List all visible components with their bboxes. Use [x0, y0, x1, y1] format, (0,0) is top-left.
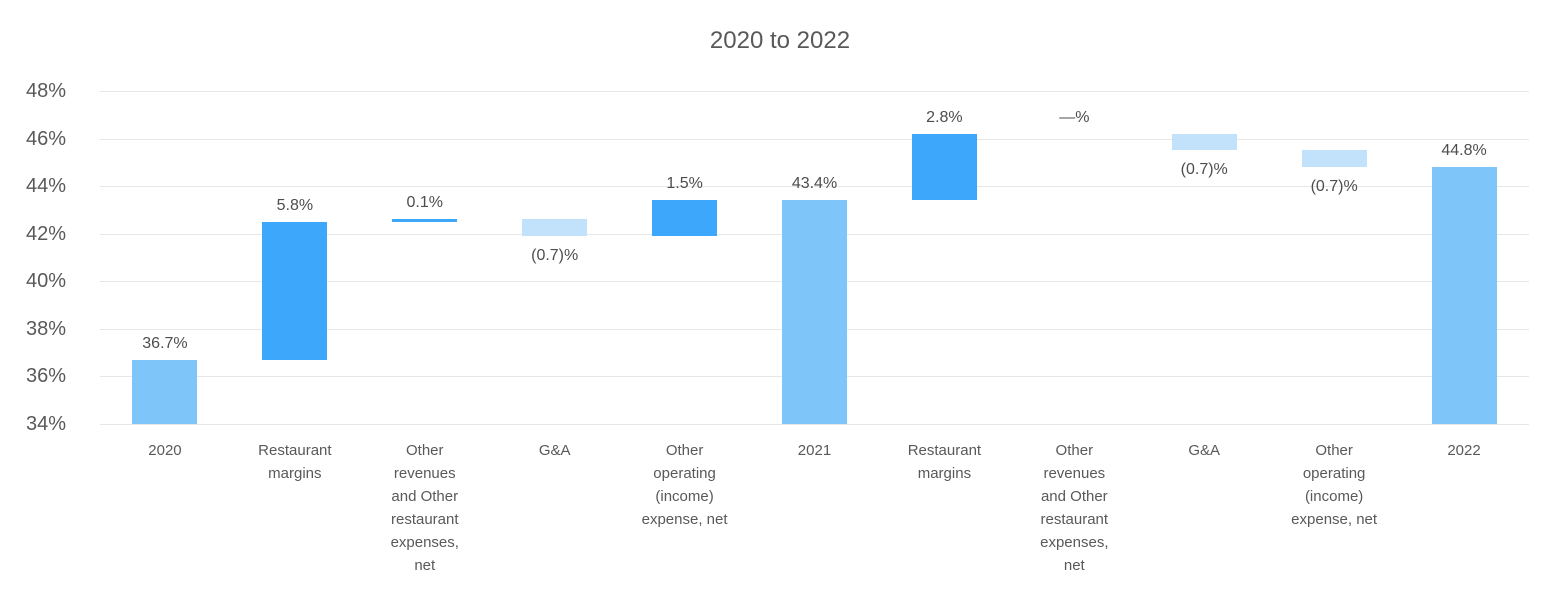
value-label: 5.8%	[276, 196, 314, 214]
category-label-line: restaurant	[390, 511, 459, 528]
gridline	[100, 138, 1529, 140]
category-label-line: 2021	[797, 442, 832, 459]
category-label: 2020	[100, 439, 230, 462]
waterfall-bar	[1431, 167, 1497, 424]
category-label-line: 2022	[1447, 442, 1481, 459]
waterfall-bar	[262, 221, 328, 360]
waterfall-bar	[1171, 133, 1237, 151]
gridline	[100, 186, 1529, 188]
category-label-line: revenues	[393, 465, 456, 482]
gridline	[100, 91, 1529, 92]
category-label-line: Other	[1055, 442, 1094, 459]
y-axis-tick-label: 48%	[25, 80, 66, 102]
value-label: 44.8%	[1441, 142, 1487, 160]
category-label-line: 2020	[148, 442, 182, 459]
y-axis-tick-label: 46%	[25, 127, 66, 150]
category-label-line: margins	[917, 465, 972, 482]
category-label-line: revenues	[1043, 465, 1106, 482]
value-label: (0.7)%	[1180, 161, 1228, 179]
y-axis-tick-label: 44%	[25, 175, 66, 198]
category-label: G&A	[1139, 439, 1269, 462]
value-label: —%	[1059, 108, 1090, 126]
y-axis-tick-label: 42%	[25, 222, 66, 245]
category-label-line: and Other	[391, 488, 459, 505]
value-label: 2.8%	[926, 108, 963, 126]
chart-title: 2020 to 2022	[709, 27, 851, 54]
waterfall-bar	[132, 359, 198, 424]
category-label-line: Restaurant	[258, 442, 332, 459]
category-label-line: Other	[1315, 442, 1353, 459]
y-axis-tick-label: 40%	[25, 270, 66, 293]
y-axis-tick-label: 34%	[25, 413, 66, 435]
waterfall-bar	[782, 200, 847, 424]
category-label: 2021	[750, 439, 880, 462]
y-axis-tick-label: 36%	[25, 365, 66, 388]
category-label-line: (income)	[655, 488, 714, 505]
category-label-line: G&A	[1188, 442, 1221, 459]
category-label-line: net	[1063, 557, 1085, 574]
waterfall-bar	[392, 219, 458, 223]
value-label: 1.5%	[666, 175, 703, 193]
category-label: G&A	[490, 439, 620, 462]
category-label-line: (income)	[1304, 488, 1364, 505]
category-label: Other revenues and Other restaurant expenses…	[360, 439, 490, 577]
waterfall-bar	[652, 200, 718, 237]
category-label-line: operating	[1302, 465, 1366, 482]
category-label: Other operating (income) expense, net	[620, 439, 750, 531]
waterfall-bar	[522, 219, 588, 237]
category-label-line: and Other	[1040, 488, 1108, 505]
category-label: 2022	[1399, 439, 1529, 462]
category-label-line: Restaurant	[907, 442, 982, 459]
value-label: (0.7)%	[1310, 178, 1358, 196]
waterfall-bar	[911, 133, 977, 201]
value-label: (0.7)%	[531, 247, 579, 265]
category-label-line: G&A	[538, 442, 571, 459]
value-label: 0.1%	[406, 194, 443, 212]
category-label-line: expenses,	[390, 534, 459, 551]
category-label: Other operating (income) expense, net	[1269, 439, 1399, 531]
category-label-line: net	[414, 557, 436, 574]
value-label: 36.7%	[142, 334, 188, 352]
waterfall-bar	[1301, 150, 1367, 168]
category-label-line: restaurant	[1040, 511, 1109, 528]
y-axis-tick-label: 38%	[25, 317, 66, 340]
category-label-line: expense, net	[1291, 511, 1378, 528]
category-label: Restaurant margins	[879, 439, 1009, 485]
category-label-line: Other	[406, 442, 444, 459]
category-label-line: operating	[653, 465, 716, 482]
value-label: 43.4%	[791, 175, 838, 193]
category-label: Restaurant margins	[230, 439, 360, 485]
category-label-line: expenses,	[1040, 534, 1109, 551]
category-label-line: margins	[268, 465, 322, 482]
category-label-line: expense, net	[641, 511, 728, 528]
category-label-line: Other	[665, 442, 704, 459]
gridline	[100, 424, 1529, 425]
category-label: Other revenues and Other restaurant expenses…	[1009, 439, 1139, 577]
